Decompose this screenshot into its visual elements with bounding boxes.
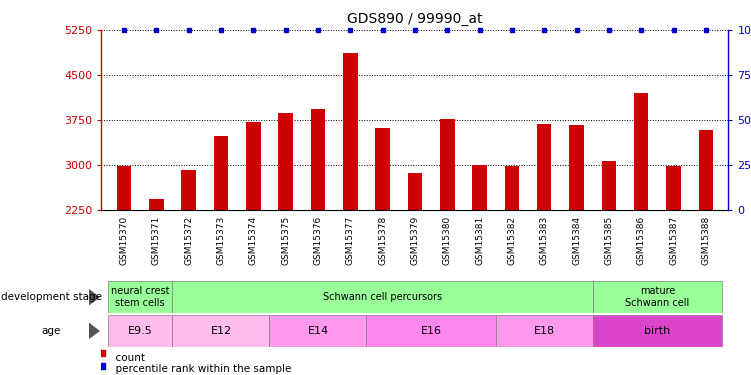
Text: GSM15370: GSM15370	[119, 216, 128, 265]
Text: GSM15385: GSM15385	[605, 216, 614, 265]
Text: GSM15383: GSM15383	[540, 216, 549, 265]
Bar	[634, 93, 648, 210]
Bar	[496, 315, 593, 347]
Text: E9.5: E9.5	[128, 326, 152, 336]
Bar	[569, 125, 584, 210]
Polygon shape	[89, 289, 100, 306]
Bar	[214, 136, 228, 210]
Bar	[376, 128, 390, 210]
Bar	[246, 122, 261, 210]
Text: percentile rank within the sample: percentile rank within the sample	[109, 364, 291, 374]
Text: E14: E14	[307, 326, 328, 336]
Text: GSM15374: GSM15374	[249, 216, 258, 265]
Bar	[593, 315, 722, 347]
Bar	[311, 109, 325, 210]
Text: GSM15388: GSM15388	[701, 216, 710, 265]
Bar	[270, 315, 366, 347]
Text: GSM15384: GSM15384	[572, 216, 581, 265]
Bar	[279, 113, 293, 210]
Text: GSM15382: GSM15382	[508, 216, 517, 265]
Text: GSM15387: GSM15387	[669, 216, 678, 265]
Bar	[408, 173, 422, 210]
Bar	[440, 119, 454, 210]
Text: GSM15372: GSM15372	[184, 216, 193, 265]
Text: neural crest
stem cells: neural crest stem cells	[111, 286, 170, 308]
Text: E12: E12	[210, 326, 231, 336]
Bar	[602, 161, 616, 210]
Bar	[366, 315, 496, 347]
Text: count: count	[109, 353, 145, 363]
Text: GSM15377: GSM15377	[345, 216, 354, 265]
Bar	[537, 124, 551, 210]
Text: GSM15386: GSM15386	[637, 216, 646, 265]
Bar	[343, 53, 357, 210]
Bar	[149, 199, 164, 210]
Bar	[108, 281, 173, 313]
Title: GDS890 / 99990_at: GDS890 / 99990_at	[347, 12, 483, 26]
Text: GSM15379: GSM15379	[411, 216, 419, 265]
Text: E16: E16	[421, 326, 442, 336]
Text: E18: E18	[534, 326, 555, 336]
Bar	[472, 165, 487, 210]
Bar	[698, 130, 713, 210]
Polygon shape	[89, 322, 100, 339]
Bar	[182, 170, 196, 210]
Text: birth: birth	[644, 326, 671, 336]
Bar	[666, 166, 681, 210]
Bar	[173, 281, 593, 313]
Text: GSM15378: GSM15378	[378, 216, 387, 265]
Text: Schwann cell percursors: Schwann cell percursors	[323, 292, 442, 302]
Text: GSM15373: GSM15373	[216, 216, 225, 265]
Text: GSM15371: GSM15371	[152, 216, 161, 265]
Bar	[173, 315, 270, 347]
Text: GSM15381: GSM15381	[475, 216, 484, 265]
Bar	[108, 315, 173, 347]
Bar	[116, 166, 131, 210]
Text: mature
Schwann cell: mature Schwann cell	[626, 286, 689, 308]
Bar	[505, 166, 519, 210]
Text: GSM15376: GSM15376	[313, 216, 322, 265]
Text: age: age	[41, 326, 61, 336]
Text: GSM15375: GSM15375	[281, 216, 290, 265]
Text: development stage: development stage	[1, 292, 101, 302]
Bar	[593, 281, 722, 313]
Text: GSM15380: GSM15380	[443, 216, 452, 265]
